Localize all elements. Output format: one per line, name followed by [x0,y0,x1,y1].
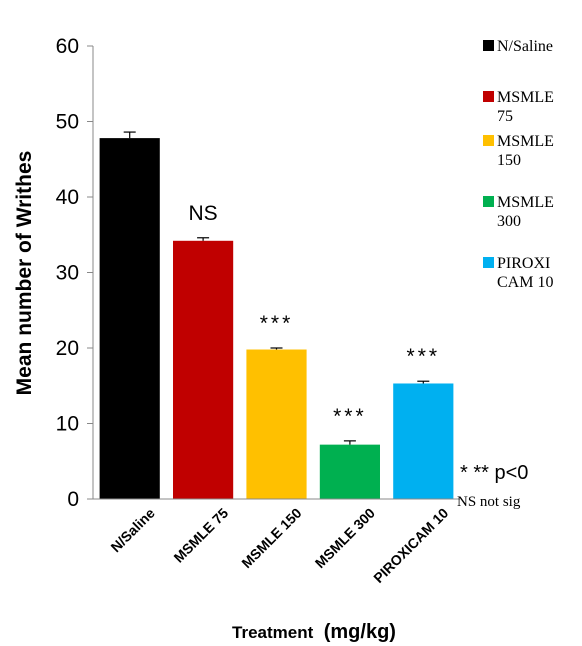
legend-label: MSMLE [497,194,554,211]
significance-annotation: *** [260,312,294,335]
x-tick-labels-layer: N/Saline MSMLE 75 MSMLE 150 MSMLE 300PIROXI… [107,505,451,586]
x-tick-label: MSMLE 300 [312,505,378,571]
significance-annotation: NS [189,202,218,225]
significance-annotation: *** [333,405,367,428]
y-tick-label: 60 [56,35,79,58]
y-tick-label: 0 [67,488,79,511]
footnote-ns: NS not sig [457,494,521,510]
x-tick-label: MSMLE 150 [238,505,304,571]
y-tick-label: 40 [56,186,79,209]
y-ticks-layer: 0 10 20 30 40 50 60 [56,35,93,511]
legend-label: MSMLE [497,133,554,150]
legend-label-line2: CAM 10 [497,274,553,291]
x-tick-label: N/Saline [107,505,158,556]
legend-label-line2: 150 [497,152,521,169]
y-tick-label: 50 [56,111,79,134]
legend-swatch [483,135,494,146]
footnote-significance: * ** p<0 [460,462,528,484]
x-tick-label: MSMLE 75 [170,505,231,566]
y-tick-label: 10 [56,413,79,436]
legend-label-line2: 75 [497,108,513,125]
legend-swatch [483,40,494,51]
y-axis-title: Mean number of Writhes [13,151,36,396]
legend-label: PIROXI [497,255,550,272]
y-tick-label: 20 [56,337,79,360]
bars-layer [99,131,454,500]
legend-label: MSMLE [497,89,554,106]
bar-n-saline [99,138,160,500]
bar-msmle-150 [246,349,307,499]
x-axis-title: Treatment (mg/kg) [232,621,396,643]
legend: N/Saline MSMLE 75 MSMLE 150 MSMLE 300 PIROXI CAM… [483,38,554,291]
bar-msmle-75 [173,240,234,500]
bar-msmle-300 [319,444,380,499]
bar-piroxicam-10 [393,383,454,499]
legend-swatch [483,91,494,102]
significance-annotation: *** [407,345,441,368]
legend-label-line2: 300 [497,213,521,230]
annotations-layer: NS *** *** *** [189,202,441,428]
legend-swatch [483,257,494,268]
legend-label: N/Saline [497,38,553,55]
x-tick-label: PIROXICAM 10 [370,505,451,586]
legend-swatch [483,196,494,207]
x-axis-title-unit: (mg/kg) [324,621,396,643]
y-tick-label: 30 [56,262,79,285]
x-axis-title-main: Treatment [232,623,314,642]
